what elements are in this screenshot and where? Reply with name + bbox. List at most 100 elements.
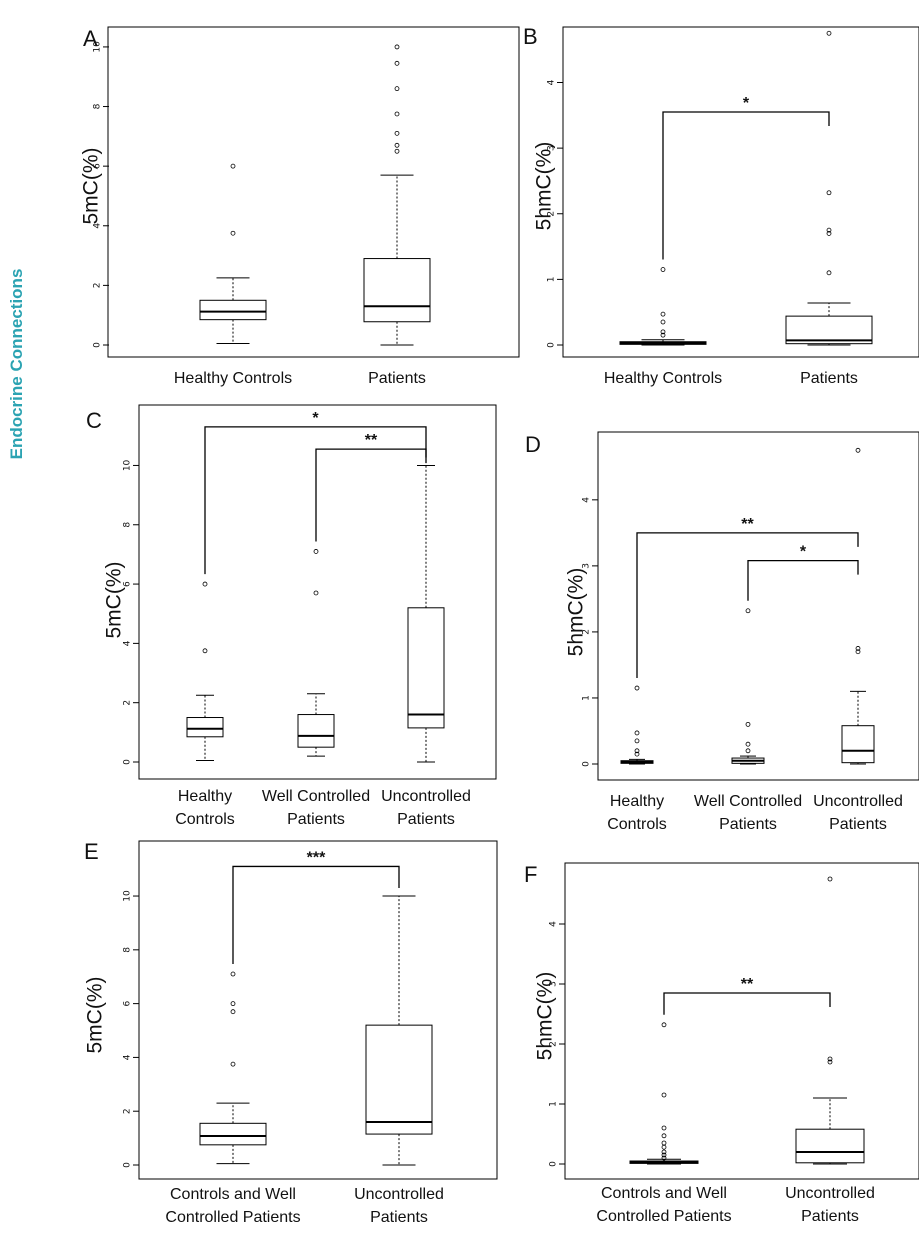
plot-frame: [138, 840, 498, 1180]
outlier-point: [661, 1022, 667, 1028]
y-tick-label: 6: [123, 1000, 133, 1006]
y-tick-label: 8: [123, 522, 133, 528]
iqr-box: [186, 717, 224, 738]
outlier-point: [826, 30, 832, 36]
y-tick-label: 4: [123, 1054, 133, 1060]
outlier-point: [745, 608, 751, 614]
panel-letter: D: [525, 432, 541, 457]
iqr-box: [785, 315, 873, 345]
outlier-point: [634, 738, 640, 744]
y-tick-label: 4: [549, 921, 559, 927]
significance-bracket: [662, 111, 830, 260]
outlier-point: [230, 971, 236, 977]
panel-b: B 0 1 2 3 4 5hmC(%) Healthy Controls Patients *: [523, 24, 919, 387]
significance-bracket: [636, 532, 859, 679]
y-tick-label: 2: [93, 283, 103, 289]
y-tick-label: 1: [547, 277, 557, 283]
outlier-point: [745, 748, 751, 754]
panel-letter: B: [523, 24, 538, 49]
significance-label: **: [365, 432, 378, 449]
box-2: [795, 876, 865, 1165]
category-label-line: Controls: [175, 811, 235, 828]
y-tick-label: 2: [547, 211, 557, 217]
panel-f: F 0 1 2 3 4 5hmC(%) Controls and Well Controlled…: [524, 862, 919, 1225]
category-label: Well Controlled Patients: [262, 788, 370, 828]
category-label-line: Uncontrolled: [354, 1186, 444, 1203]
outlier-point: [661, 1149, 667, 1155]
y-axis-label: 5hmC(%): [565, 568, 588, 657]
y-tick-label: 6: [93, 163, 103, 169]
category-label-line: Uncontrolled: [381, 788, 471, 805]
y-axis-label: 5mC(%): [80, 148, 103, 225]
category-label-line: Controlled Patients: [596, 1208, 731, 1225]
category-label-line: Controls and Well: [601, 1185, 727, 1202]
significance-bracket: [232, 865, 400, 965]
y-tick-label: 3: [582, 563, 592, 569]
category-label-line: Well Controlled: [262, 788, 370, 805]
outlier-point: [394, 111, 400, 117]
outlier-point: [634, 730, 640, 736]
outlier-point: [855, 447, 861, 453]
outlier-point: [634, 685, 640, 691]
category-label-line: Uncontrolled: [813, 793, 903, 810]
y-tick-label: 3: [549, 981, 559, 987]
outlier-point: [394, 130, 400, 136]
box-2: [363, 44, 431, 346]
outlier-point: [827, 1059, 833, 1065]
significance-label: ***: [307, 849, 326, 866]
category-label-line: Healthy: [178, 788, 232, 805]
outlier-point: [855, 646, 861, 651]
y-tick-label: 2: [123, 700, 133, 706]
significance-bracket: [747, 559, 859, 601]
y-tick-label: 0: [547, 342, 557, 348]
y-tick-label: 4: [93, 223, 103, 229]
outlier-point: [230, 1001, 236, 1007]
outlier-point: [661, 1144, 667, 1150]
significance-bracket: [663, 992, 831, 1015]
significance-label: *: [312, 410, 319, 427]
outlier-point: [394, 142, 400, 148]
panel-letter: F: [524, 862, 537, 887]
category-label: Healthy Controls: [174, 370, 292, 387]
iqr-box: [407, 607, 445, 729]
category-label: Controls and Well Controlled Patients: [165, 1186, 300, 1226]
category-label: Healthy Controls: [175, 788, 235, 828]
outlier-point: [634, 751, 640, 757]
outlier-point: [660, 311, 666, 317]
category-label-line: Controlled Patients: [165, 1209, 300, 1226]
outlier-point: [313, 549, 319, 554]
iqr-box: [795, 1128, 865, 1164]
plot-frame: [564, 862, 919, 1180]
box-3: [841, 447, 875, 765]
category-label: Uncontrolled Patients: [813, 793, 903, 833]
outlier-point: [230, 1009, 236, 1015]
y-tick-label: 4: [547, 79, 557, 85]
outlier-point: [660, 319, 666, 325]
outlier-point: [394, 86, 400, 92]
outlier-point: [202, 648, 208, 654]
category-label: Controls and Well Controlled Patients: [596, 1185, 731, 1225]
outlier-point: [660, 329, 666, 335]
outlier-point: [230, 163, 236, 169]
outlier-point: [394, 44, 400, 50]
significance-bracket: [315, 448, 427, 542]
box-2: [785, 30, 873, 346]
category-label: Patients: [368, 370, 426, 387]
outlier-point: [826, 190, 832, 196]
box-1: [186, 581, 224, 762]
outlier-point: [661, 1092, 667, 1098]
iqr-box: [365, 1024, 433, 1135]
outlier-point: [313, 590, 319, 596]
category-label-line: Well Controlled: [694, 793, 802, 810]
panel-letter: C: [86, 408, 102, 433]
box-1: [629, 1022, 699, 1165]
iqr-box: [363, 258, 431, 323]
outlier-point: [745, 741, 751, 747]
category-label: Healthy Controls: [607, 793, 667, 833]
plot-frame: [597, 431, 919, 781]
panel-c: C 0 2 4 6 8 10 5mC(%) Healthy Controls Well Contro…: [86, 404, 497, 828]
category-label: Uncontrolled Patients: [381, 788, 471, 828]
significance-label: *: [743, 95, 750, 112]
iqr-box: [199, 299, 267, 321]
